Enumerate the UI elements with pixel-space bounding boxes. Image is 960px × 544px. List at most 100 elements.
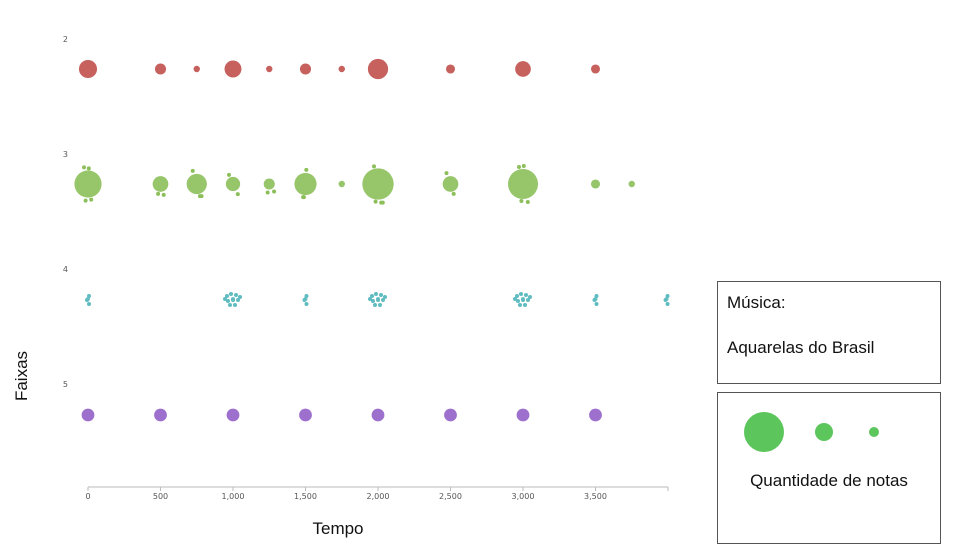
x-tick-label: 3,000 — [512, 492, 535, 501]
data-point-lane-3 — [186, 173, 207, 195]
data-point-lane-4 — [383, 295, 387, 299]
data-point-lane-4 — [87, 302, 91, 306]
lane-label: 3 — [63, 150, 68, 159]
data-point-lane-3 — [265, 190, 270, 195]
x-tick-label: 2,500 — [439, 492, 462, 501]
data-point-lane-4 — [521, 298, 525, 302]
data-point-lane-5 — [299, 408, 312, 422]
data-point-lane-3 — [442, 176, 459, 192]
data-point-lane-3 — [373, 199, 378, 204]
data-point-lane-3 — [152, 176, 169, 192]
data-point-lane-4 — [304, 302, 309, 306]
data-point-lane-4 — [665, 294, 670, 298]
data-point-lane-3 — [74, 170, 102, 198]
lane-label: 2 — [63, 35, 68, 44]
data-point-lane-3 — [263, 178, 275, 190]
music-name: Aquarelas do Brasil — [727, 338, 875, 357]
data-point-lane-3 — [590, 179, 601, 189]
data-point-lane-4 — [379, 293, 383, 297]
data-point-lane-3 — [190, 168, 195, 173]
data-point-lane-4 — [223, 297, 227, 301]
data-point-lane-2 — [193, 65, 200, 73]
data-point-lane-4 — [516, 299, 520, 303]
data-point-lane-2 — [154, 63, 167, 75]
data-point-lane-4 — [523, 303, 527, 307]
data-point-lane-2 — [515, 61, 531, 77]
data-point-lane-2 — [299, 63, 312, 75]
data-point-lane-4 — [528, 295, 532, 299]
data-point-lane-4 — [229, 292, 233, 296]
data-point-lane-3 — [227, 172, 231, 177]
data-point-lane-2 — [590, 64, 601, 74]
data-point-lane-2 — [367, 58, 389, 80]
music-label: Música: — [727, 293, 786, 312]
data-point-lane-4 — [231, 298, 235, 302]
data-point-lane-4 — [594, 294, 599, 298]
data-point-lane-4 — [236, 298, 240, 302]
data-point-lane-4 — [228, 303, 232, 307]
data-point-lane-4 — [513, 297, 517, 301]
x-tick-label: 1,500 — [294, 492, 317, 501]
data-point-lane-5 — [444, 408, 457, 422]
x-axis-title: Tempo — [312, 519, 363, 538]
data-point-lane-3 — [521, 163, 526, 168]
data-point-lane-2 — [224, 60, 242, 78]
data-point-lane-5 — [516, 408, 530, 422]
data-point-lane-4 — [233, 303, 237, 307]
data-point-lane-4 — [518, 303, 522, 307]
x-tick-label: 0 — [85, 492, 90, 501]
x-tick-label: 2,000 — [367, 492, 390, 501]
size-legend-circles — [744, 412, 879, 452]
data-point-lane-2 — [78, 59, 98, 79]
data-point-lane-5 — [226, 408, 240, 422]
data-point-lane-4 — [238, 295, 242, 299]
data-point-lane-4 — [592, 298, 597, 302]
data-point-lane-4 — [304, 294, 309, 298]
size-legend-panel: Quantidade de notas — [717, 392, 941, 544]
data-point-lane-3 — [517, 164, 521, 169]
data-point-lane-3 — [304, 167, 309, 172]
data-point-lane-3 — [451, 191, 456, 196]
data-point-lane-4 — [370, 294, 374, 298]
data-point-lane-4 — [519, 292, 523, 296]
data-point-lane-3 — [294, 172, 317, 196]
data-point-lane-5 — [589, 408, 602, 422]
data-point-lane-4 — [302, 298, 307, 302]
data-point-lane-3 — [380, 200, 385, 205]
data-point-lane-3 — [199, 194, 204, 199]
data-point-lane-4 — [663, 298, 668, 302]
data-point-lane-4 — [524, 293, 528, 297]
x-tick-label: 1,000 — [222, 492, 245, 501]
data-point-lane-3 — [82, 165, 86, 170]
data-point-lane-3 — [161, 192, 166, 197]
size-legend-circle — [744, 412, 784, 452]
data-point-lane-4 — [378, 303, 382, 307]
data-point-lane-4 — [594, 302, 599, 306]
data-point-lane-3 — [338, 180, 345, 188]
data-point-lane-3 — [301, 195, 306, 200]
data-point-lane-3 — [525, 200, 530, 205]
data-point-lane-4 — [374, 292, 378, 296]
data-point-lane-4 — [234, 293, 238, 297]
size-legend-circle — [869, 427, 879, 437]
data-point-lane-5 — [371, 408, 385, 422]
data-point-lane-4 — [85, 298, 89, 302]
data-point-lane-4 — [371, 299, 375, 303]
data-point-lane-5 — [154, 408, 167, 422]
data-point-lane-4 — [376, 298, 380, 302]
data-point-lane-3 — [372, 164, 376, 169]
data-point-lane-3 — [362, 168, 394, 200]
data-point-lane-2 — [445, 64, 456, 74]
data-point-lane-4 — [515, 294, 519, 298]
data-point-lane-4 — [87, 294, 91, 298]
data-point-lane-3 — [89, 197, 94, 202]
data-point-lane-4 — [373, 303, 377, 307]
lane-labels: 2 3 4 5 — [63, 35, 68, 389]
data-point-lane-5 — [81, 408, 95, 422]
chart-points — [74, 58, 670, 422]
data-point-lane-4 — [226, 299, 230, 303]
size-legend-title: Quantidade de notas — [750, 471, 908, 490]
data-point-lane-3 — [272, 189, 277, 194]
data-point-lane-4 — [526, 298, 530, 302]
